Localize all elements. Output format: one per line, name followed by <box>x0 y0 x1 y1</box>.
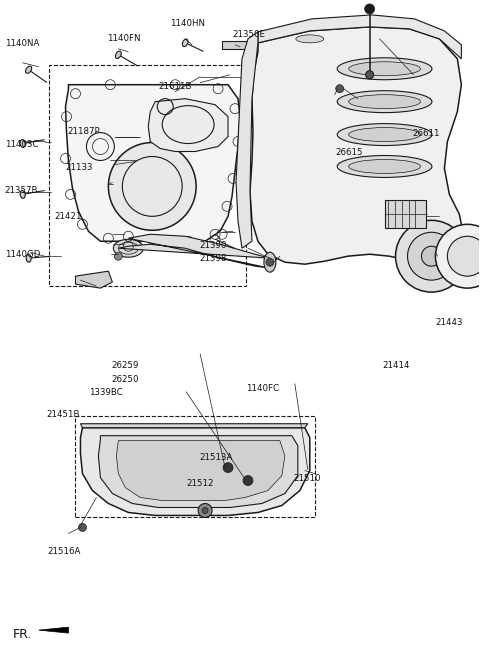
Ellipse shape <box>337 155 432 177</box>
Text: 26259: 26259 <box>112 361 139 371</box>
Polygon shape <box>116 441 285 501</box>
Ellipse shape <box>348 62 420 75</box>
Polygon shape <box>81 428 310 516</box>
Circle shape <box>366 71 373 79</box>
Text: 1140HN: 1140HN <box>170 20 205 28</box>
Circle shape <box>114 252 122 260</box>
Circle shape <box>223 462 233 472</box>
Text: 1140NA: 1140NA <box>4 39 39 48</box>
Polygon shape <box>75 271 112 288</box>
Circle shape <box>396 220 468 292</box>
Text: 21421: 21421 <box>54 213 82 221</box>
Circle shape <box>365 4 374 14</box>
Ellipse shape <box>25 66 32 73</box>
Text: 21510: 21510 <box>294 474 321 483</box>
Text: 21611B: 21611B <box>158 82 192 91</box>
Circle shape <box>408 232 456 280</box>
Circle shape <box>108 142 196 230</box>
Text: 21187P: 21187P <box>68 127 100 136</box>
Circle shape <box>421 246 442 266</box>
Circle shape <box>266 258 274 266</box>
Text: 21516A: 21516A <box>48 547 81 556</box>
Text: 21133: 21133 <box>65 163 93 173</box>
Text: 21350E: 21350E <box>233 30 266 39</box>
Text: 26615: 26615 <box>336 148 363 157</box>
Polygon shape <box>250 27 463 264</box>
Circle shape <box>435 224 480 288</box>
Ellipse shape <box>20 140 25 148</box>
Polygon shape <box>65 85 240 241</box>
Ellipse shape <box>348 94 420 109</box>
Polygon shape <box>98 436 298 508</box>
Circle shape <box>336 85 344 92</box>
Polygon shape <box>148 98 228 152</box>
Text: 21398: 21398 <box>199 254 227 263</box>
Ellipse shape <box>182 39 188 47</box>
Circle shape <box>243 476 253 485</box>
Ellipse shape <box>337 58 432 80</box>
Ellipse shape <box>20 190 25 198</box>
Ellipse shape <box>264 252 276 272</box>
Ellipse shape <box>337 91 432 113</box>
Text: 21513A: 21513A <box>199 453 233 462</box>
Ellipse shape <box>348 127 420 142</box>
Text: 21443: 21443 <box>435 318 463 327</box>
Text: 26250: 26250 <box>112 375 139 384</box>
Bar <box>384 200 426 228</box>
Bar <box>222 41 270 49</box>
Circle shape <box>78 523 86 531</box>
Ellipse shape <box>115 51 121 58</box>
Text: 26611: 26611 <box>412 129 440 138</box>
Text: 1140FC: 1140FC <box>246 384 279 393</box>
Text: 21357B: 21357B <box>4 186 38 195</box>
Ellipse shape <box>348 159 420 173</box>
Bar <box>48 65 246 286</box>
Bar <box>75 416 315 518</box>
Text: 21512: 21512 <box>186 479 214 488</box>
Circle shape <box>202 508 208 514</box>
Text: 1339BC: 1339BC <box>89 388 123 397</box>
Ellipse shape <box>337 123 432 146</box>
Ellipse shape <box>26 255 31 262</box>
Text: 21451B: 21451B <box>46 410 80 419</box>
Text: 1140GD: 1140GD <box>4 250 40 259</box>
Polygon shape <box>258 15 461 59</box>
Circle shape <box>447 236 480 276</box>
Text: 21390: 21390 <box>199 241 227 250</box>
Text: FR.: FR. <box>12 628 32 641</box>
Polygon shape <box>38 627 69 633</box>
Polygon shape <box>81 424 308 428</box>
Text: 11403C: 11403C <box>4 140 38 150</box>
Polygon shape <box>119 234 270 268</box>
Circle shape <box>198 504 212 518</box>
Text: 21414: 21414 <box>383 361 410 371</box>
Text: 1140FN: 1140FN <box>108 35 141 43</box>
Ellipse shape <box>113 239 144 257</box>
Polygon shape <box>236 32 258 248</box>
Ellipse shape <box>296 35 324 43</box>
